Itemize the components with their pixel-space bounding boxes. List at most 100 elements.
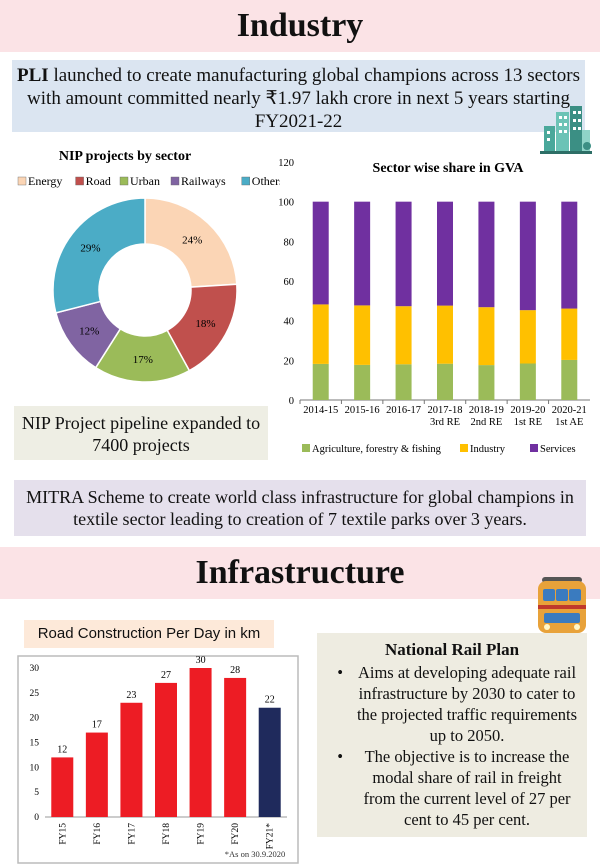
y-tick-label: 120 (278, 158, 294, 169)
legend-label: Road (86, 174, 111, 188)
pie-value-label: 29% (80, 243, 100, 255)
x-tick-label: 2020-21 (552, 405, 587, 416)
gva-bar-segment (437, 201, 453, 306)
y-tick-label: 60 (284, 277, 295, 288)
gva-bar-segment (561, 359, 578, 400)
x-tick-label: 2019-20 (510, 405, 545, 416)
x-tick-label: FY20 (231, 823, 241, 845)
y-tick-label: 5 (34, 788, 39, 798)
legend-swatch (170, 176, 180, 186)
infrastructure-title: Infrastructure (195, 554, 405, 591)
pli-text: launched to create manufacturing global … (27, 65, 580, 132)
road-bar (155, 682, 177, 817)
legend-label: Services (540, 444, 576, 455)
road-chart-note: *As on 30.9.2020 (225, 849, 285, 859)
legend-swatch (17, 176, 27, 186)
legend-label: Agriculture, forestry & fishing (312, 444, 442, 455)
nip-pipeline-box: NIP Project pipeline expanded to 7400 pr… (14, 406, 268, 460)
legend-swatch (460, 444, 468, 452)
road-bar (189, 668, 212, 817)
industry-title: Industry (236, 7, 364, 44)
x-tick-label: 3rd RE (430, 417, 460, 428)
industry-header: Industry (0, 0, 600, 52)
gva-bar-segment (395, 306, 412, 365)
y-tick-label: 0 (34, 813, 39, 823)
x-tick-label: FY17 (127, 823, 137, 845)
road-bars: 12 17 23 27 30 28 22 (51, 655, 281, 817)
pli-box: PLI launched to create manufacturing glo… (12, 60, 585, 132)
y-tick-label: 80 (284, 237, 295, 248)
legend-label: Others (252, 174, 280, 188)
x-tick-label: 2nd RE (471, 417, 503, 428)
rail-plan-point: The objective is to increase the modal s… (343, 746, 579, 830)
rail-plan-title: National Rail Plan (384, 640, 520, 659)
gva-chart: Sector wise share in GVA 0 20 40 60 80 100 120… (278, 158, 590, 455)
gva-bar-segment (354, 305, 371, 365)
legend-swatch (241, 176, 251, 186)
x-tick-label: FY21* (266, 823, 276, 850)
y-tick-label: 40 (284, 317, 295, 328)
gva-legend: Agriculture, forestry & fishing Industry S… (302, 444, 576, 455)
road-bar (120, 702, 143, 817)
road-chart: 0 5 10 15 20 25 30 FY15 FY16 FY17 FY18 FY19 FY20 FY21… (17, 655, 299, 864)
rail-plan-box: National Rail Plan Aims at developing ad… (317, 633, 587, 837)
nip-chart-title: NIP projects by sector (59, 149, 191, 164)
gva-bar-segment (561, 201, 578, 309)
legend-label: Urban (130, 174, 160, 188)
pli-bold: PLI (17, 65, 49, 86)
gva-bar-segment (519, 310, 536, 364)
gva-axes: 0 20 40 60 80 100 120 2014-15 2015-16 2016-17 2017… (278, 158, 590, 428)
nip-slices: 24% 18% 17% 12% 29% (52, 197, 238, 383)
pie-slice (52, 197, 146, 314)
legend-swatch (75, 176, 84, 186)
x-tick-label: 2015-16 (345, 405, 380, 416)
gva-bar-segment (312, 201, 329, 305)
road-bar (224, 677, 247, 817)
mitra-box: MITRA Scheme to create world class infra… (14, 480, 586, 536)
pie-value-label: 24% (182, 235, 202, 247)
legend-swatch (302, 444, 310, 452)
y-tick-label: 25 (30, 689, 40, 699)
gva-bar-segment (478, 201, 495, 308)
infrastructure-header: Infrastructure (0, 547, 600, 599)
y-tick-label: 100 (278, 198, 294, 209)
x-tick-label: 1st AE (555, 417, 583, 428)
gva-chart-title: Sector wise share in GVA (373, 161, 525, 176)
x-tick-label: 2017-18 (428, 405, 463, 416)
gva-bar-segment (478, 307, 495, 366)
road-bar-value: 12 (57, 744, 67, 755)
x-tick-label: 1st RE (514, 417, 542, 428)
y-tick-label: 20 (284, 356, 295, 367)
nip-legend: Energy Road Urban Railways Others (17, 174, 280, 188)
x-tick-label: 2016-17 (386, 405, 421, 416)
x-tick-label: 2018-19 (469, 405, 504, 416)
y-tick-label: 10 (30, 763, 40, 773)
road-bar-value: 23 (126, 690, 136, 701)
road-bar-value: 22 (265, 695, 275, 706)
rail-plan-list: Aims at developing adequate rail infrast… (325, 662, 579, 830)
road-bar (85, 732, 108, 817)
gva-bar-segment (519, 363, 536, 400)
y-tick-label: 30 (30, 664, 40, 674)
gva-bar-segment (354, 364, 371, 400)
road-bar-value: 27 (161, 670, 171, 681)
gva-bar-segment (312, 304, 329, 364)
gva-bar-segment (561, 308, 578, 360)
road-bar-value: 30 (196, 655, 206, 666)
nip-chart: NIP projects by sector Energy Road Urban Ra… (17, 149, 280, 383)
gva-bar-segment (437, 363, 453, 400)
x-tick-label: FY18 (162, 823, 172, 845)
road-bar-value: 17 (92, 720, 102, 731)
road-bar (258, 707, 281, 817)
pie-slice (144, 197, 238, 288)
gva-bar-segment (395, 364, 412, 400)
gva-bar-segment (519, 201, 536, 311)
y-tick-label: 0 (289, 396, 294, 407)
legend-label: Railways (181, 174, 226, 188)
legend-label: Industry (470, 444, 506, 455)
gva-bar-segment (437, 305, 453, 364)
x-tick-label: FY16 (93, 823, 103, 845)
legend-swatch (119, 176, 129, 186)
x-tick-label: 2014-15 (303, 405, 338, 416)
road-bar (51, 757, 74, 817)
